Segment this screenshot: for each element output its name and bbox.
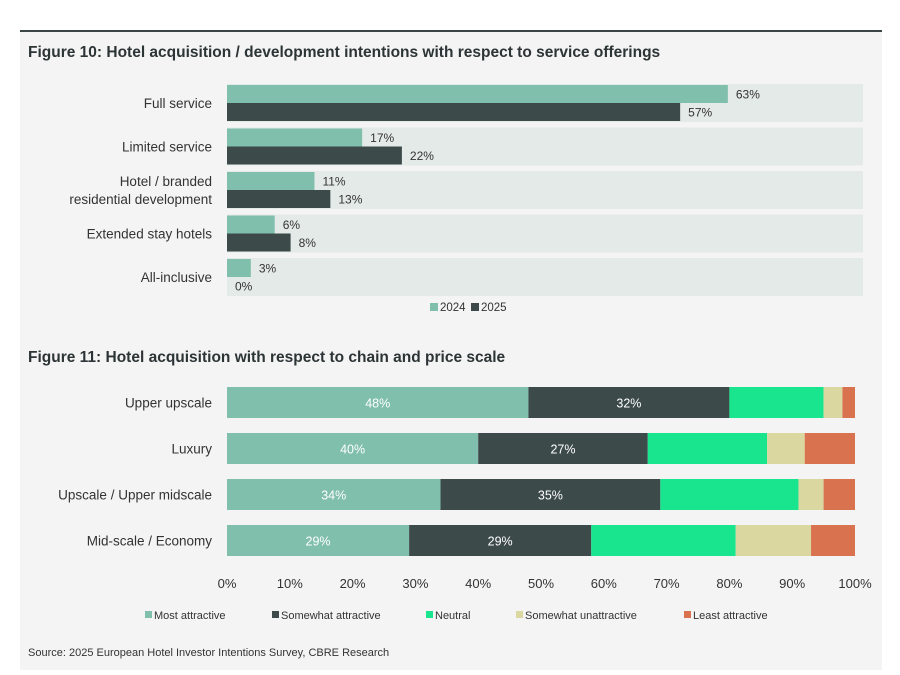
segment-somewhat-attractive: [478, 433, 648, 464]
x-tick-label: 60%: [591, 576, 617, 591]
segment-somewhat-unattractive: [735, 525, 812, 556]
legend-label: 2025: [481, 302, 507, 314]
bar-2025: [227, 190, 331, 208]
figure10-title: Figure 10: Hotel acquisition / developme…: [28, 44, 661, 61]
x-tick-label: 90%: [779, 576, 805, 591]
data-label: 0%: [235, 280, 253, 294]
segment-most-attractive: [227, 479, 441, 510]
segment-least-attractive: [811, 525, 855, 556]
figure11-chart: Upper upscale 48% 32% Luxury 40% 27% Upscale /…: [58, 387, 872, 622]
legend-label: Neutral: [435, 610, 470, 622]
legend-label: Least attractive: [693, 610, 768, 622]
legend-swatch: [426, 611, 433, 618]
segment-somewhat-unattractive: [823, 387, 843, 418]
legend-label: Somewhat unattractive: [525, 610, 637, 622]
category-label: Upper upscale: [125, 396, 212, 411]
segment-neutral: [729, 387, 824, 418]
legend-swatch: [516, 611, 523, 618]
legend-swatch: [684, 611, 691, 618]
data-label: 57%: [688, 106, 712, 120]
data-label: 63%: [736, 88, 760, 102]
data-label: 3%: [259, 262, 277, 276]
data-label: 34%: [321, 489, 346, 503]
segment-somewhat-attractive: [528, 387, 730, 418]
legend-label: Somewhat attractive: [281, 610, 381, 622]
segment-neutral: [591, 525, 736, 556]
legend-label: Most attractive: [154, 610, 226, 622]
row-track: [227, 171, 863, 209]
segment-least-attractive: [823, 479, 855, 510]
category-label: Hotel / branded: [120, 174, 212, 189]
bar-2024: [227, 128, 363, 147]
x-tick-label: 0%: [218, 576, 237, 591]
segment-somewhat-unattractive: [798, 479, 824, 510]
legend-swatch: [272, 611, 279, 618]
source-note: Source: 2025 European Hotel Investor Int…: [28, 647, 390, 659]
legend-swatch: [145, 611, 152, 618]
category-label: All-inclusive: [141, 270, 212, 285]
category-label: Upscale / Upper midscale: [58, 488, 212, 503]
x-tick-label: 20%: [340, 576, 366, 591]
bar-2024: [227, 259, 251, 277]
data-label: 29%: [488, 535, 513, 549]
category-label: Limited service: [122, 140, 212, 155]
bar-2025: [227, 103, 681, 121]
x-tick-label: 80%: [716, 576, 742, 591]
legend-swatch-2024: [430, 303, 438, 311]
x-tick-label: 40%: [465, 576, 491, 591]
data-label: 29%: [306, 535, 331, 549]
category-label: residential development: [69, 192, 212, 207]
data-label: 11%: [322, 175, 345, 189]
data-label: 22%: [410, 149, 434, 163]
bar-2025: [227, 233, 291, 252]
segment-somewhat-unattractive: [767, 433, 805, 464]
category-label: Luxury: [171, 442, 212, 457]
figure11-title: Figure 11: Hotel acquisition with respec…: [28, 349, 506, 366]
segment-somewhat-attractive: [440, 479, 661, 510]
row-track: [227, 214, 863, 253]
bar-2024: [227, 172, 315, 190]
data-label: 27%: [550, 443, 575, 457]
bar-2024: [227, 215, 275, 234]
category-label: Extended stay hotels: [87, 227, 213, 242]
x-tick-label: 10%: [277, 576, 303, 591]
data-label: 40%: [340, 443, 365, 457]
data-label: 35%: [538, 489, 563, 503]
bar-2025: [227, 146, 402, 165]
bar-2024: [227, 85, 728, 103]
data-label: 6%: [283, 218, 301, 232]
segment-least-attractive: [842, 387, 855, 418]
x-tick-label: 100%: [838, 576, 872, 591]
legend-label: 2024: [440, 302, 466, 314]
legend-swatch-2025: [471, 303, 479, 311]
segment-somewhat-attractive: [409, 525, 592, 556]
data-label: 32%: [616, 397, 641, 411]
segment-least-attractive: [804, 433, 855, 464]
x-tick-label: 30%: [402, 576, 428, 591]
category-label: Full service: [144, 96, 212, 111]
figure10-chart: Full service 63% 57% Limited service 17% 22% H…: [69, 84, 863, 314]
row-track: [227, 258, 863, 296]
x-tick-label: 50%: [528, 576, 554, 591]
data-label: 13%: [338, 193, 362, 207]
segment-most-attractive: [227, 433, 479, 464]
segment-most-attractive: [227, 387, 529, 418]
x-tick-label: 70%: [654, 576, 680, 591]
segment-most-attractive: [227, 525, 410, 556]
segment-neutral: [660, 479, 799, 510]
segment-neutral: [647, 433, 768, 464]
data-label: 17%: [370, 131, 394, 145]
data-label: 8%: [299, 236, 317, 250]
data-label: 48%: [365, 397, 390, 411]
category-label: Mid-scale / Economy: [87, 534, 213, 549]
